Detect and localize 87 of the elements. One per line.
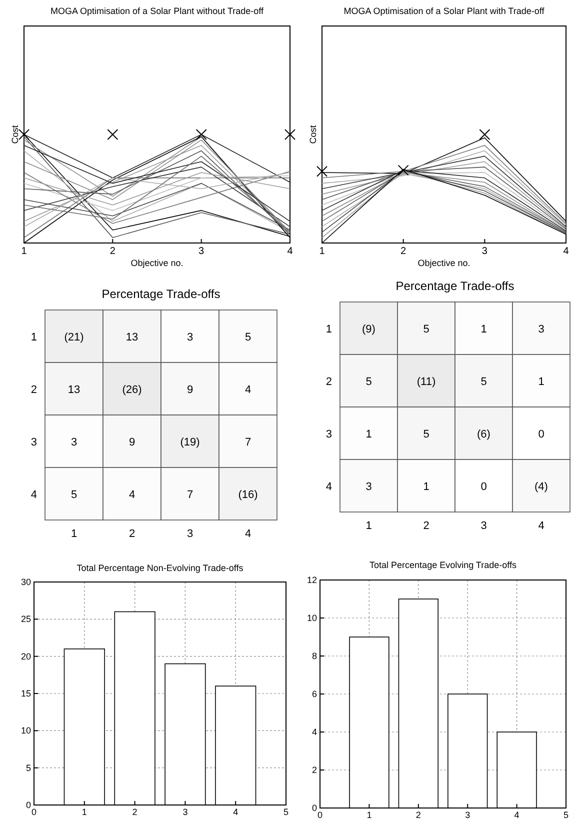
y-tick-label: 1 <box>30 331 37 344</box>
x-tick-label: 2 <box>110 246 116 257</box>
data-label: 13 <box>68 384 80 396</box>
data-label: (4) <box>534 480 548 493</box>
x-tick-label: 2 <box>416 810 421 820</box>
y-tick-label: 2 <box>312 765 317 775</box>
chart-title: Total Percentage Evolving Trade-offs <box>370 560 517 570</box>
data-label: 5 <box>480 376 487 388</box>
data-label: 7 <box>186 488 194 501</box>
x-tick-label: 2 <box>132 807 138 817</box>
y-tick-label: 12 <box>306 575 317 585</box>
data-label: 0 <box>538 428 544 440</box>
x-axis-title: Objective no. <box>418 258 470 268</box>
data-label: 1 <box>480 323 487 336</box>
data-label: 3 <box>366 480 372 493</box>
x-tick-label: 1 <box>82 807 87 817</box>
data-label: 3 <box>70 436 78 448</box>
y-tick-label: 10 <box>306 613 317 623</box>
data-label: 5 <box>244 331 252 344</box>
data-label: (26) <box>122 384 142 396</box>
x-tick-label: 3 <box>480 520 487 532</box>
x-tick-label: 3 <box>182 807 188 817</box>
y-tick-label: 4 <box>30 488 37 501</box>
y-axis-title: Cost <box>10 124 20 144</box>
x-tick-label: 4 <box>563 246 570 257</box>
y-tick-label: 6 <box>312 689 317 699</box>
data-label: 4 <box>244 384 252 396</box>
y-axis-title: Cost <box>308 124 318 144</box>
data-label: (19) <box>180 436 200 448</box>
x-tick-label: 3 <box>465 810 470 820</box>
x-tick-label: 1 <box>366 520 372 532</box>
data-label: (6) <box>477 428 490 440</box>
y-tick-label: 3 <box>326 428 332 440</box>
x-tick-label: 3 <box>186 528 194 540</box>
data-label: 1 <box>538 376 544 388</box>
data-label: 5 <box>423 323 430 336</box>
data-label: 13 <box>126 331 138 344</box>
data-label: (9) <box>362 323 376 336</box>
x-tick-label: 5 <box>283 807 289 817</box>
x-tick-label: 2 <box>423 520 430 532</box>
data-label: 5 <box>423 428 430 440</box>
data-label: (16) <box>238 488 258 501</box>
x-tick-label: 5 <box>563 810 569 820</box>
x-tick-label: 3 <box>198 246 205 257</box>
y-tick-label: 15 <box>20 688 31 698</box>
data-label: 0 <box>480 480 487 493</box>
data-label: 5 <box>366 376 372 388</box>
y-tick-label: 4 <box>312 727 317 737</box>
data-label: 1 <box>366 428 372 440</box>
y-tick-label: 20 <box>20 651 31 662</box>
data-label: 1 <box>423 480 430 493</box>
data-label: 4 <box>128 488 136 501</box>
x-tick-label: 4 <box>514 810 520 820</box>
x-tick-label: 4 <box>287 246 294 257</box>
y-tick-label: 2 <box>326 376 332 388</box>
x-tick-label: 2 <box>128 528 136 540</box>
data-label: (21) <box>64 331 84 344</box>
data-label: 3 <box>538 323 544 336</box>
x-tick-label: 4 <box>538 520 544 532</box>
x-tick-label: 3 <box>482 246 488 257</box>
y-tick-label: 10 <box>20 726 31 736</box>
x-tick-label: 1 <box>366 810 372 820</box>
x-tick-label: 4 <box>244 528 252 540</box>
chart-title: MOGA Optimisation of a Solar Plant without Trade-off <box>50 6 264 16</box>
y-tick-label: 8 <box>312 651 317 661</box>
y-tick-label: 2 <box>30 384 37 396</box>
y-tick-label: 5 <box>26 762 31 773</box>
data-label: (11) <box>416 376 436 388</box>
chart-title: MOGA Optimisation of a Solar Plant with Trade-off <box>344 6 545 16</box>
y-tick-label: 0 <box>26 800 31 810</box>
chart-title: Percentage Trade-offs <box>396 279 514 293</box>
y-tick-label: 3 <box>30 436 37 448</box>
x-axis-title: Objective no. <box>130 258 184 268</box>
data-label: 3 <box>186 331 194 344</box>
data-label: 9 <box>186 384 194 396</box>
data-label: 7 <box>244 436 252 448</box>
y-tick-label: 4 <box>326 480 332 493</box>
x-tick-label: 4 <box>233 807 238 817</box>
y-tick-label: 25 <box>20 614 31 624</box>
data-label: 9 <box>128 436 136 448</box>
y-tick-label: 30 <box>20 577 31 587</box>
data-label: 5 <box>70 488 78 501</box>
x-tick-label: 1 <box>70 528 78 540</box>
y-tick-label: 1 <box>326 323 332 336</box>
chart-title: Percentage Trade-offs <box>102 287 220 301</box>
x-tick-label: 2 <box>400 246 407 257</box>
chart-title: Total Percentage Non-Evolving Trade-offs <box>76 563 244 573</box>
